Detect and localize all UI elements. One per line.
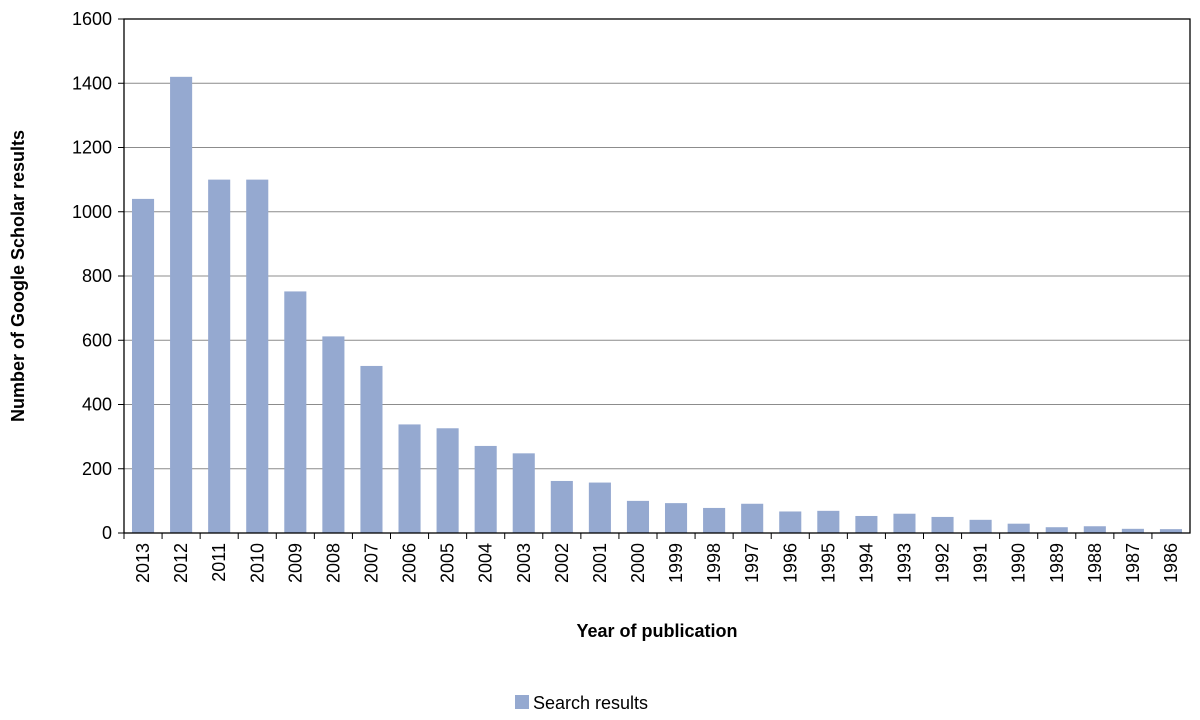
bar-2009: [284, 291, 307, 533]
x-tick-label: 1998: [704, 543, 724, 583]
x-axis-ticks: 2013 2012 2011 2010 2009 2008 2007 2006 2005 2004…: [123, 533, 1181, 583]
bar-2004: [474, 445, 497, 533]
x-axis-title: Year of publication: [576, 621, 737, 641]
y-axis-ticks: 0 200 400 600 800 1000 1200 1400 1600: [72, 9, 124, 543]
bar-1994: [855, 515, 878, 533]
x-tick-label: 2000: [628, 543, 648, 583]
gridlines: [124, 82, 1190, 470]
legend: Search results: [515, 693, 648, 713]
bar-2005: [436, 428, 459, 533]
bar-1989: [1045, 527, 1068, 533]
bar-1986: [1159, 529, 1183, 533]
x-tick-label: 2008: [323, 543, 343, 583]
x-tick-label: 2012: [171, 543, 191, 583]
bar-2013: [131, 198, 155, 533]
x-tick-label: 1997: [742, 543, 762, 583]
x-tick-label: 1992: [933, 543, 953, 583]
x-tick-label: 2013: [133, 543, 153, 583]
bar-2003: [512, 453, 535, 533]
y-tick-label: 1600: [72, 9, 112, 29]
legend-swatch: [515, 695, 529, 709]
bar-1987: [1121, 528, 1144, 533]
bar-2000: [626, 500, 650, 533]
y-tick-label: 1200: [72, 138, 112, 158]
y-tick-label: 0: [102, 523, 112, 543]
legend-label: Search results: [533, 693, 648, 713]
y-tick-label: 1000: [72, 202, 112, 222]
x-tick-label: 1988: [1085, 543, 1105, 583]
y-tick-label: 800: [82, 266, 112, 286]
x-tick-label: 2003: [514, 543, 534, 583]
x-tick-label: 2005: [438, 543, 458, 583]
x-tick-label: 2002: [552, 543, 572, 583]
bar-2011: [208, 179, 231, 533]
x-tick-label: 1991: [971, 543, 991, 583]
bar-2007: [360, 365, 383, 533]
bar-2001: [588, 482, 611, 533]
bar-2006: [398, 424, 421, 533]
bar-2002: [550, 480, 573, 533]
bar-2008: [322, 336, 345, 533]
bar-1998: [703, 507, 726, 533]
x-tick-label: 2010: [247, 543, 267, 583]
y-tick-label: 400: [82, 395, 112, 415]
bar-1991: [969, 519, 992, 533]
x-tick-label: 2007: [361, 543, 381, 583]
y-tick-label: 200: [82, 459, 112, 479]
x-tick-label: 1987: [1123, 543, 1143, 583]
y-tick-label: 600: [82, 330, 112, 350]
bar-1988: [1083, 526, 1106, 533]
bars: [131, 76, 1183, 533]
x-tick-label: 2006: [400, 543, 420, 583]
x-tick-label: 1986: [1161, 543, 1181, 583]
bar-1990: [1007, 523, 1030, 533]
y-axis-title: Number of Google Scholar results: [8, 130, 28, 422]
x-tick-label: 2011: [209, 543, 229, 582]
x-tick-label: 1994: [856, 543, 876, 583]
x-tick-label: 1996: [780, 543, 800, 583]
bar-1997: [741, 503, 764, 533]
x-tick-label: 2009: [285, 543, 305, 583]
bar-1995: [817, 510, 840, 533]
x-tick-label: 1990: [1009, 543, 1029, 583]
x-tick-label: 1995: [818, 543, 838, 583]
x-tick-label: 1999: [666, 543, 686, 583]
bar-1996: [779, 511, 802, 533]
bar-1999: [664, 503, 688, 533]
bar-1993: [893, 513, 916, 533]
bar-2012: [170, 76, 193, 533]
x-tick-label: 2001: [590, 543, 610, 583]
y-tick-label: 1400: [72, 73, 112, 93]
bar-1992: [931, 516, 954, 533]
x-tick-label: 1993: [894, 543, 914, 583]
x-tick-label: 2004: [476, 543, 496, 583]
x-tick-label: 1989: [1047, 543, 1067, 583]
bar-2010: [246, 179, 269, 533]
